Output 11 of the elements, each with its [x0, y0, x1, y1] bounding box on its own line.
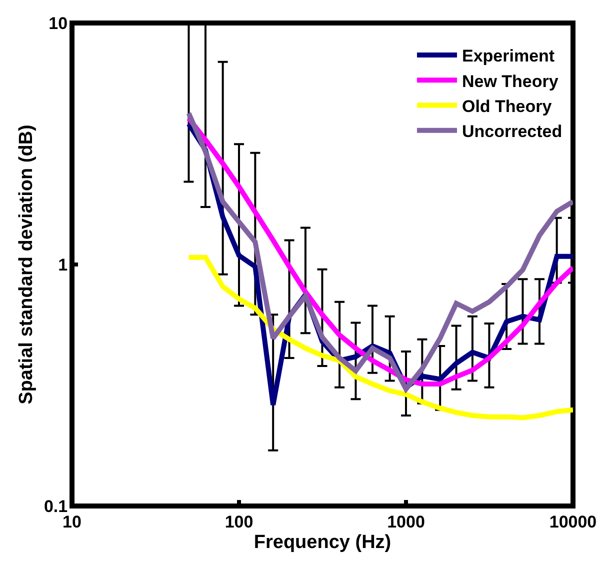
legend-label: Old Theory [462, 96, 552, 116]
y-tick-label: 1 [58, 255, 68, 274]
y-axis-title: Spatial standard deviation (dB) [16, 124, 37, 404]
x-tick-label: 1000 [387, 512, 425, 532]
x-axis-title: Frequency (Hz) [254, 532, 392, 554]
x-tick-label: 100 [224, 512, 254, 532]
legend-label: Experiment [462, 46, 555, 66]
y-tick-label: 10 [48, 14, 68, 33]
x-tick-label: 10000 [549, 512, 597, 532]
legend-label: New Theory [462, 72, 559, 91]
legend-label: Uncorrected [462, 122, 562, 141]
